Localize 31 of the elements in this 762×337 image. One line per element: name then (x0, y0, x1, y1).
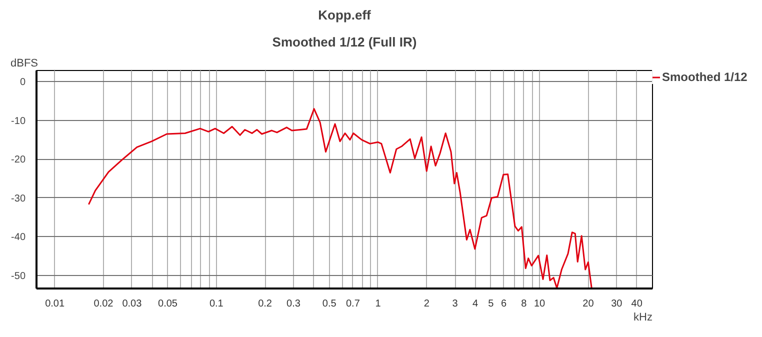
x-tick-label: 5 (488, 298, 494, 310)
x-tick-label: 6 (500, 298, 507, 310)
x-tick-label: 0.1 (209, 298, 224, 310)
x-tick-label: 0.05 (158, 298, 178, 310)
x-tick-label: 0.02 (94, 298, 114, 310)
legend-label: Smoothed 1/12 (662, 70, 748, 84)
x-axis-title: kHz (634, 312, 653, 324)
x-tick-label: 0.5 (322, 298, 337, 310)
y-tick-label: -10 (11, 116, 26, 127)
x-tick-label: 40 (631, 298, 643, 310)
x-tick-label: 8 (521, 298, 528, 310)
x-tick-label: 4 (472, 298, 478, 310)
y-tick-label: -20 (11, 154, 26, 166)
x-tick-label: 10 (534, 298, 546, 310)
x-tick-label: 0.7 (346, 298, 360, 310)
y-tick-label: 0 (20, 77, 26, 88)
x-tick-label: 20 (582, 298, 594, 310)
y-axis-title: dBFS (10, 58, 38, 70)
x-tick-label: 0.3 (286, 298, 301, 310)
x-tick-label: 0.2 (258, 298, 272, 310)
x-tick-label: 0.01 (45, 298, 66, 310)
x-tick-label: 0.03 (122, 298, 142, 310)
x-tick-label: 30 (611, 298, 623, 310)
x-tick-label: 3 (452, 298, 458, 310)
y-tick-label: -50 (11, 270, 26, 282)
x-tick-label: 2 (424, 298, 430, 310)
chart-subtitle: Smoothed 1/12 (Full IR) (272, 34, 417, 50)
y-tick-label: -40 (11, 232, 26, 244)
chart-title: Kopp.eff (318, 8, 372, 22)
x-tick-label: 1 (375, 298, 382, 310)
y-tick-label: -30 (11, 193, 26, 204)
